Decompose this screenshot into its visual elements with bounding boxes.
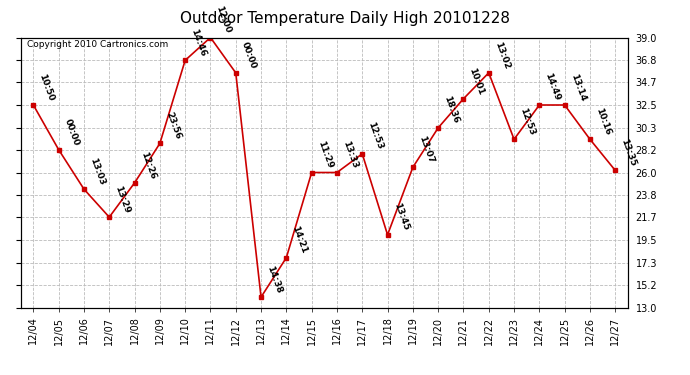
Text: 12:00: 12:00 [215, 5, 233, 35]
Text: Outdoor Temperature Daily High 20101228: Outdoor Temperature Daily High 20101228 [180, 11, 510, 26]
Text: 14:46: 14:46 [189, 27, 208, 58]
Text: 00:00: 00:00 [63, 117, 81, 147]
Text: 23:56: 23:56 [164, 111, 182, 141]
Text: 13:29: 13:29 [113, 184, 132, 214]
Text: 12:53: 12:53 [518, 106, 536, 136]
Text: 10:50: 10:50 [37, 72, 56, 102]
Text: 14:38: 14:38 [265, 264, 284, 294]
Text: 10:16: 10:16 [594, 106, 612, 136]
Text: 14:49: 14:49 [544, 72, 562, 102]
Text: 13:33: 13:33 [341, 140, 359, 170]
Text: 13:45: 13:45 [392, 202, 410, 232]
Text: 13:03: 13:03 [88, 156, 106, 186]
Text: Copyright 2010 Cartronics.com: Copyright 2010 Cartronics.com [27, 40, 168, 49]
Text: 12:53: 12:53 [366, 121, 384, 151]
Text: 12:26: 12:26 [139, 150, 157, 180]
Text: 11:29: 11:29 [316, 140, 334, 170]
Text: 00:00: 00:00 [240, 40, 258, 70]
Text: 10:01: 10:01 [468, 66, 486, 96]
Text: 14:21: 14:21 [290, 225, 309, 255]
Text: 13:35: 13:35 [620, 138, 638, 168]
Text: 13:02: 13:02 [493, 40, 511, 70]
Text: 13:07: 13:07 [417, 135, 435, 165]
Text: 13:14: 13:14 [569, 72, 587, 102]
Text: 18:36: 18:36 [442, 95, 460, 125]
